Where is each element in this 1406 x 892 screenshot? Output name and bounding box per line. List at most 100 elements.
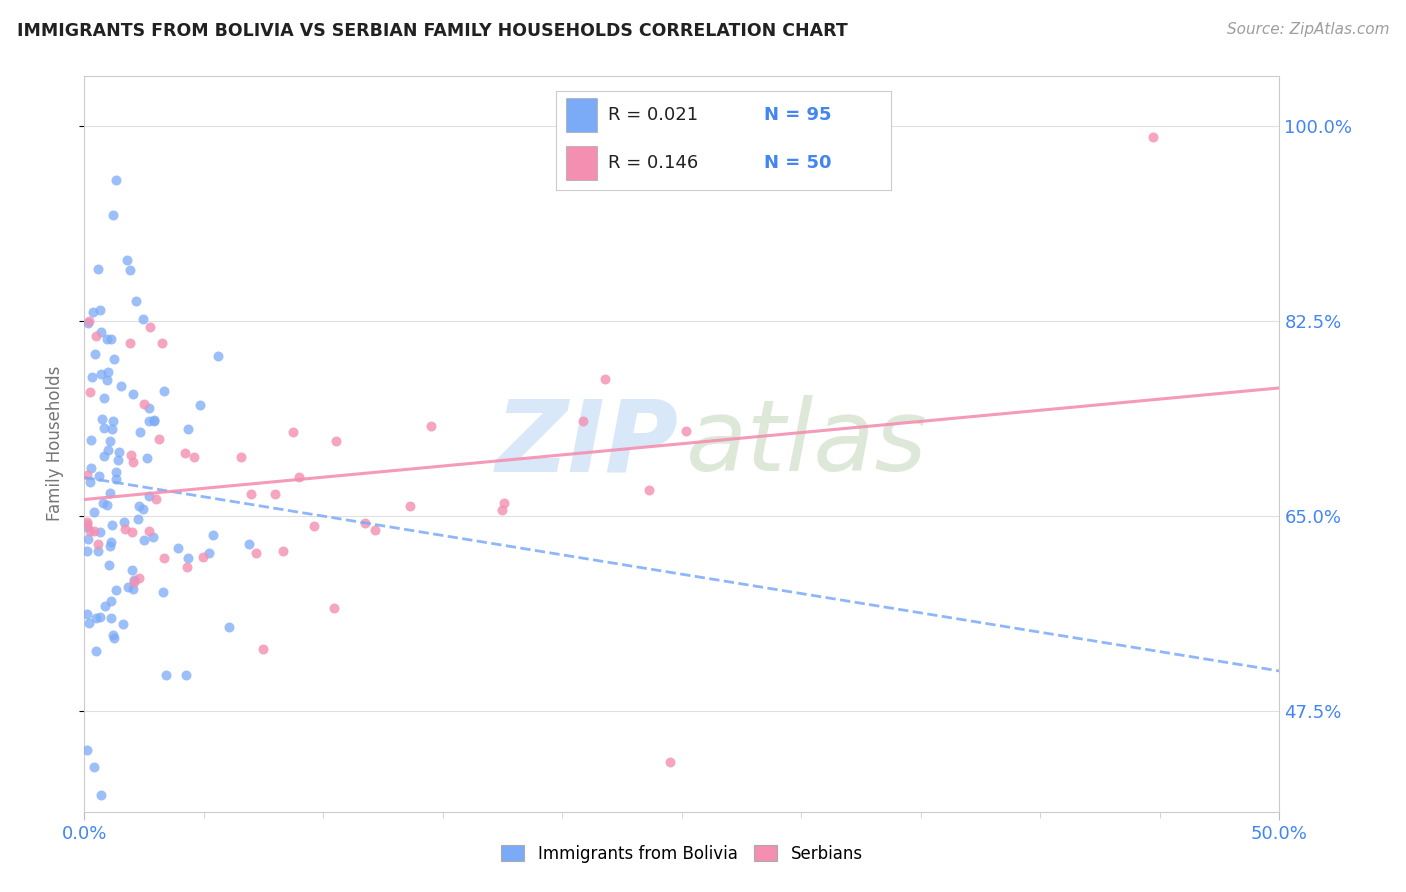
Point <box>87 468 110 483</box>
Point <box>86 537 108 551</box>
Point <box>118 335 141 350</box>
Point <box>77 615 100 630</box>
Point <box>101 208 124 222</box>
Point <box>176 560 198 574</box>
Point <box>245 546 267 560</box>
Point <box>97 442 120 457</box>
Point <box>105 472 128 486</box>
Point <box>100 594 122 608</box>
Y-axis label: Family Households: Family Households <box>45 366 63 522</box>
Point <box>117 252 139 267</box>
Point <box>121 562 143 576</box>
Point <box>82 369 104 384</box>
Point <box>143 413 166 427</box>
Point <box>136 451 159 466</box>
Point <box>659 755 682 769</box>
Point <box>89 303 111 318</box>
Point <box>183 450 205 464</box>
Point <box>202 527 225 541</box>
Point <box>127 512 149 526</box>
Point <box>302 519 325 533</box>
Point <box>94 599 117 614</box>
Point <box>128 571 150 585</box>
Point <box>193 550 215 565</box>
Point <box>122 574 145 588</box>
Point <box>84 328 107 343</box>
Point <box>121 582 143 596</box>
Point <box>110 379 132 393</box>
Point <box>271 544 294 558</box>
Point <box>84 644 107 658</box>
Point <box>87 544 110 558</box>
Point <box>121 525 143 540</box>
Point <box>89 524 111 539</box>
Point <box>76 520 98 534</box>
Point <box>132 397 155 411</box>
Point <box>239 487 262 501</box>
Point <box>176 422 198 436</box>
Point <box>138 414 160 428</box>
Point <box>207 350 229 364</box>
Point <box>103 351 125 366</box>
Point <box>398 499 420 513</box>
Point <box>124 294 146 309</box>
Point <box>107 453 129 467</box>
Point <box>107 445 129 459</box>
Point <box>325 434 347 448</box>
Point <box>79 524 101 538</box>
Point <box>155 668 177 682</box>
Point <box>83 760 105 774</box>
Text: ZIP: ZIP <box>495 395 678 492</box>
Point <box>595 372 617 386</box>
Point <box>105 582 128 597</box>
Point <box>198 546 221 560</box>
Point <box>112 515 135 529</box>
Point <box>138 489 160 503</box>
Text: atlas: atlas <box>686 395 927 492</box>
Point <box>90 325 112 339</box>
Point <box>364 523 387 537</box>
Point <box>77 314 100 328</box>
Point <box>218 620 240 634</box>
Point <box>264 487 287 501</box>
Point <box>83 505 105 519</box>
Point <box>76 607 98 622</box>
Point <box>101 517 124 532</box>
Point <box>167 541 190 555</box>
Point <box>174 668 197 682</box>
Point <box>177 550 200 565</box>
Point <box>419 418 441 433</box>
Point <box>90 367 112 381</box>
Point <box>89 610 111 624</box>
Point <box>79 434 101 448</box>
Point <box>105 465 128 479</box>
Point <box>238 537 260 551</box>
Point <box>139 320 162 334</box>
Point <box>491 503 513 517</box>
Point <box>105 173 128 187</box>
Point <box>87 262 110 277</box>
Point <box>323 601 346 615</box>
Point <box>76 533 98 547</box>
Point <box>96 332 118 346</box>
Point <box>97 365 120 379</box>
Point <box>80 461 103 475</box>
Point <box>76 517 98 532</box>
Point <box>76 515 98 529</box>
Point <box>128 425 150 439</box>
Point <box>122 575 145 590</box>
Point <box>287 469 309 483</box>
Point <box>145 491 167 506</box>
Point <box>1142 130 1164 145</box>
Point <box>76 742 98 756</box>
Point <box>100 611 122 625</box>
Point <box>120 263 142 277</box>
Point <box>148 432 170 446</box>
Point <box>120 448 142 462</box>
Point <box>131 501 153 516</box>
Point <box>142 414 165 428</box>
Point <box>252 642 274 657</box>
Point <box>98 558 121 573</box>
Point <box>353 516 375 530</box>
Point <box>91 496 114 510</box>
